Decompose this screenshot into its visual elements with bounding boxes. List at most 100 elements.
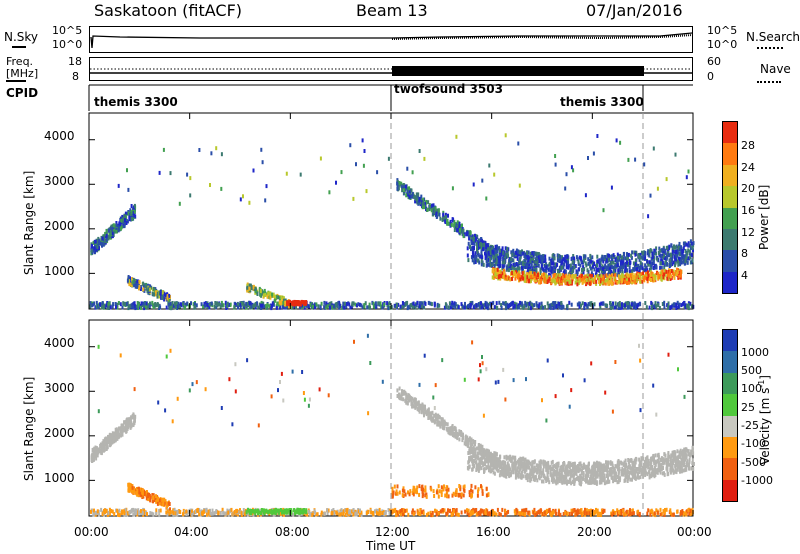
power-scatter: [613, 305, 616, 310]
power-scatter: [597, 259, 599, 264]
power-scatter: [329, 305, 331, 310]
power-scatter: [476, 303, 479, 308]
velocity-scatter: [346, 507, 349, 512]
power-scatter: [552, 273, 555, 278]
power-scatter: [112, 223, 115, 228]
power-scatter: [127, 275, 130, 279]
power-scatter: [535, 301, 538, 306]
power-scatter: [444, 302, 447, 307]
power-scatter: [657, 251, 660, 255]
power-scatter: [624, 279, 627, 284]
power-scatter: [619, 140, 622, 145]
power-scatter: [679, 271, 682, 276]
velocity-scatter: [316, 512, 319, 517]
power-scatter: [450, 223, 453, 227]
power-scatter: [634, 262, 637, 267]
power-scatter: [430, 208, 433, 213]
power-scatter: [276, 301, 279, 306]
power-scatter: [571, 279, 574, 284]
velocity-scatter: [292, 508, 295, 513]
velocity-scatter: [299, 510, 301, 515]
power-scatter: [616, 258, 618, 263]
power-scatter: [652, 276, 655, 281]
velocity-scatter: [245, 510, 248, 515]
power-scatter: [540, 278, 542, 283]
power-scatter: [653, 251, 656, 256]
power-scatter: [492, 267, 495, 272]
power-scatter: [490, 303, 492, 308]
velocity-scatter: [145, 490, 148, 494]
power-scatter: [560, 261, 563, 265]
power-scatter: [282, 305, 285, 310]
velocity-scatter: [345, 508, 348, 513]
power-scatter: [501, 264, 504, 269]
power-scatter: [575, 269, 578, 274]
power-scatter: [401, 188, 404, 193]
power-scatter: [161, 295, 164, 300]
power-scatter: [113, 226, 116, 231]
power-scatter: [659, 265, 662, 270]
power-scatter: [108, 306, 110, 310]
velocity-scatter: [306, 512, 309, 517]
power-scatter: [634, 280, 637, 285]
power-scatter: [424, 204, 427, 209]
velocity-scatter: [109, 439, 112, 444]
velocity-scatter: [132, 412, 135, 417]
velocity-scatter: [106, 445, 108, 450]
power-scatter: [560, 305, 563, 310]
power-scatter: [140, 301, 143, 306]
power-scatter: [122, 301, 125, 306]
power-scatter: [168, 305, 171, 310]
velocity-scatter: [100, 507, 103, 512]
velocity-scatter: [139, 491, 142, 496]
power-scatter: [579, 263, 582, 268]
power-scatter: [685, 242, 688, 247]
power-scatter: [673, 302, 676, 307]
velocity-scatter: [125, 424, 128, 429]
power-scatter: [538, 259, 541, 264]
velocity-scatter: [219, 510, 222, 515]
power-scatter: [593, 302, 596, 307]
power-scatter: [546, 301, 549, 306]
velocity-scatter: [352, 512, 355, 517]
power-scatter: [549, 267, 552, 272]
velocity-scatter: [351, 509, 354, 514]
power-scatter: [470, 236, 473, 241]
velocity-scatter: [114, 438, 117, 443]
power-scatter: [623, 251, 626, 256]
power-scatter: [616, 280, 619, 285]
power-scatter: [263, 288, 266, 293]
power-scatter: [601, 264, 604, 269]
power-scatter: [607, 257, 610, 262]
power-scatter: [660, 258, 663, 263]
power-scatter: [447, 221, 450, 226]
power-scatter: [467, 304, 470, 308]
power-scatter: [198, 148, 201, 152]
power-scatter: [418, 197, 421, 202]
power-scatter: [320, 301, 323, 306]
power-scatter: [436, 302, 439, 307]
power-scatter: [296, 302, 299, 307]
freq-right-tick-bottom: 0: [707, 70, 714, 83]
power-scatter: [414, 199, 417, 204]
velocity-scatter: [488, 449, 490, 454]
power-scatter: [484, 242, 487, 247]
power-scatter: [267, 291, 270, 296]
power-scatter: [152, 286, 155, 291]
velocity-scatter: [105, 509, 108, 513]
noise-left-legend-line: [12, 46, 26, 48]
power-scatter: [636, 304, 639, 309]
power-scatter: [643, 275, 646, 280]
velocity-scatter: [165, 501, 168, 506]
velocity-scatter: [210, 511, 213, 516]
velocity-scatter: [352, 508, 355, 513]
power-scatter: [668, 271, 671, 276]
velocity-scatter: [112, 439, 115, 444]
power-scatter: [670, 243, 673, 248]
power-scatter: [644, 263, 647, 268]
velocity-scatter: [439, 424, 442, 429]
power-scatter: [629, 276, 632, 281]
velocity-scatter: [152, 496, 155, 501]
power-scatter: [144, 301, 146, 305]
power-scatter: [583, 256, 586, 261]
